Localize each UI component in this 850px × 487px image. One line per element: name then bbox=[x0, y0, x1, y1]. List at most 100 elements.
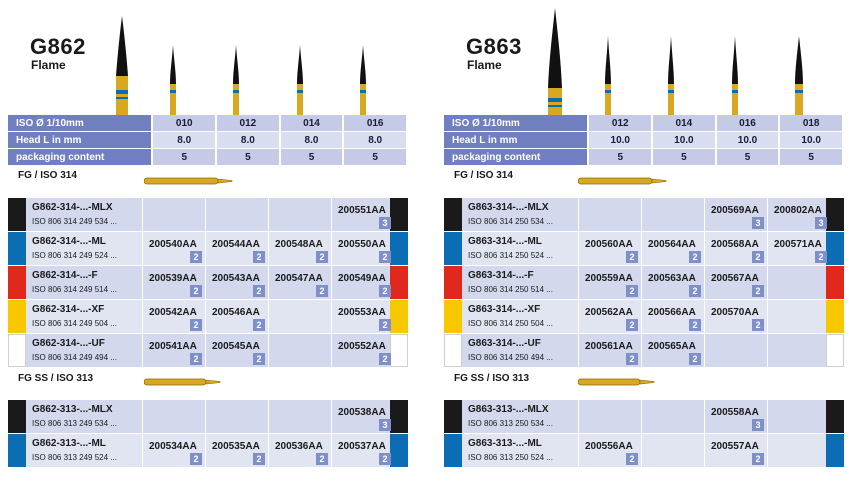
large-bur-illustration bbox=[116, 16, 128, 115]
product-name: G863-313-...-MLX bbox=[468, 404, 549, 415]
product-name: G862-313-...-MLX bbox=[32, 404, 113, 415]
pack-size-badge: 2 bbox=[626, 251, 638, 263]
bur-014-illustration bbox=[668, 36, 674, 115]
product-name: G863-314-...-MLX bbox=[468, 202, 549, 213]
bur-010-illustration bbox=[170, 45, 176, 115]
pack-size-badge: 2 bbox=[379, 319, 391, 331]
article-cell bbox=[767, 266, 829, 299]
product-row: G862-314-...-XF ISO 806 314 249 504 ... 20… bbox=[8, 300, 408, 334]
spec-value: 10.0 bbox=[715, 131, 781, 149]
catalog-panel-g862: G862 Flame ISO Ø 1/10mm 010 012 014 016 bbox=[8, 0, 418, 487]
article-number: 200540AA bbox=[149, 239, 197, 250]
iso-number: ISO 806 314 250 514 ... bbox=[468, 285, 553, 294]
grit-color-strip bbox=[8, 334, 26, 367]
grit-color-strip bbox=[444, 400, 462, 433]
iso-number: ISO 806 314 249 514 ... bbox=[32, 285, 117, 294]
spec-row-iso: ISO Ø 1/10mm 012 014 016 018 bbox=[444, 115, 844, 132]
pack-size-badge: 2 bbox=[190, 453, 202, 465]
fgss-bur-shank-icon bbox=[144, 378, 221, 386]
spec-value: 016 bbox=[715, 115, 781, 132]
iso-number: ISO 806 313 250 534 ... bbox=[468, 419, 553, 428]
article-number: 200802AA bbox=[774, 205, 822, 216]
iso-number: ISO 806 314 249 534 ... bbox=[32, 217, 117, 226]
spec-value: 5 bbox=[343, 148, 408, 166]
grit-color-strip bbox=[8, 400, 26, 433]
grit-color-strip bbox=[444, 434, 462, 467]
article-number: 200548AA bbox=[275, 239, 323, 250]
grit-color-strip bbox=[826, 266, 844, 299]
section-title: FG / ISO 314 bbox=[18, 170, 77, 181]
spec-value: 8.0 bbox=[216, 131, 281, 149]
bur-018-illustration bbox=[795, 36, 803, 115]
article-cell: 200559AA 2 bbox=[578, 266, 640, 299]
grit-color-strip bbox=[390, 434, 408, 467]
spec-value: 014 bbox=[279, 115, 345, 132]
article-number: 200541AA bbox=[149, 341, 197, 352]
article-number: 200559AA bbox=[585, 273, 633, 284]
article-number: 200563AA bbox=[648, 273, 696, 284]
grit-color-strip bbox=[390, 198, 408, 231]
spec-label: Head L in mm bbox=[8, 131, 154, 149]
product-name: G862-314-...-UF bbox=[32, 338, 105, 349]
spec-label: Head L in mm bbox=[444, 131, 590, 149]
article-cell bbox=[268, 300, 330, 333]
product-table: G863-314-...-MLX ISO 806 314 250 534 ... 2… bbox=[444, 198, 844, 368]
pack-size-badge: 2 bbox=[689, 353, 701, 365]
pack-size-badge: 2 bbox=[316, 251, 328, 263]
grit-color-strip bbox=[444, 232, 462, 265]
spec-value: 010 bbox=[152, 115, 218, 132]
article-cell: 200542AA 2 bbox=[142, 300, 204, 333]
product-name: G862-314-...-F bbox=[32, 270, 98, 281]
pack-size-badge: 2 bbox=[190, 319, 202, 331]
article-number: 200534AA bbox=[149, 441, 197, 452]
article-number: 200544AA bbox=[212, 239, 260, 250]
grit-color-strip bbox=[826, 400, 844, 433]
grit-color-strip bbox=[390, 300, 408, 333]
spec-value: 10.0 bbox=[779, 131, 844, 149]
pack-size-badge: 2 bbox=[752, 453, 764, 465]
spec-row-pack: packaging content 5 5 5 5 bbox=[8, 148, 408, 166]
article-number: 200557AA bbox=[711, 441, 759, 452]
article-number: 200535AA bbox=[212, 441, 260, 452]
product-name: G863-313-...-ML bbox=[468, 438, 542, 449]
spec-value: 5 bbox=[216, 148, 281, 166]
spec-value: 8.0 bbox=[343, 131, 408, 149]
grit-color-strip bbox=[444, 198, 462, 231]
article-cell bbox=[268, 198, 330, 231]
article-number: 200543AA bbox=[212, 273, 260, 284]
spec-value: 012 bbox=[588, 115, 654, 132]
article-cell bbox=[578, 198, 640, 231]
product-name: G863-314-...-F bbox=[468, 270, 534, 281]
article-number: 200546AA bbox=[212, 307, 260, 318]
article-cell: 200548AA 2 bbox=[268, 232, 330, 265]
article-number: 200568AA bbox=[711, 239, 759, 250]
article-cell: 200546AA 2 bbox=[205, 300, 267, 333]
spec-value: 014 bbox=[652, 115, 717, 132]
bur-014-illustration bbox=[297, 45, 303, 115]
iso-number: ISO 806 313 249 534 ... bbox=[32, 419, 117, 428]
spec-value: 8.0 bbox=[152, 131, 218, 149]
product-name: G863-314-...-ML bbox=[468, 236, 542, 247]
article-cell bbox=[767, 434, 829, 467]
product-table: G862-314-...-MLX ISO 806 314 249 534 ... 2… bbox=[8, 198, 408, 368]
article-number: 200569AA bbox=[711, 205, 759, 216]
grit-color-strip bbox=[8, 434, 26, 467]
spec-row-iso: ISO Ø 1/10mm 010 012 014 016 bbox=[8, 115, 408, 132]
pack-size-badge: 3 bbox=[815, 217, 827, 229]
article-cell bbox=[641, 198, 703, 231]
iso-number: ISO 806 314 250 524 ... bbox=[468, 251, 553, 260]
grit-color-strip bbox=[8, 198, 26, 231]
bur-012-illustration bbox=[605, 36, 611, 115]
iso-number: ISO 806 314 250 504 ... bbox=[468, 319, 553, 328]
grit-color-strip bbox=[8, 300, 26, 333]
pack-size-badge: 2 bbox=[253, 251, 265, 263]
pack-size-badge: 2 bbox=[752, 285, 764, 297]
article-number: 200553AA bbox=[338, 307, 386, 318]
article-number: 200565AA bbox=[648, 341, 696, 352]
fg-bur-shank-icon bbox=[578, 177, 667, 185]
spec-table: ISO Ø 1/10mm 010 012 014 016 Head L in m… bbox=[8, 115, 408, 166]
article-cell bbox=[767, 300, 829, 333]
article-cell bbox=[578, 400, 640, 433]
pack-size-badge: 2 bbox=[815, 251, 827, 263]
product-row: G862-313-...-ML ISO 806 313 249 524 ... 20… bbox=[8, 434, 408, 468]
